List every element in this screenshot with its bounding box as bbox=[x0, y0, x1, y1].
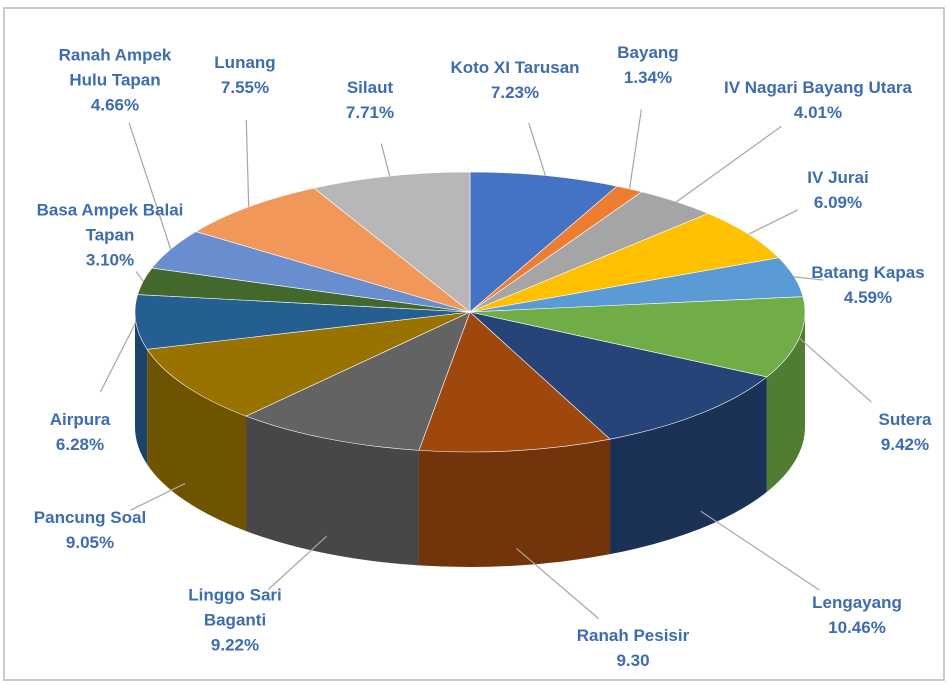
label-value: 9.22% bbox=[210, 635, 260, 655]
data-label: Basa Ampek Balai Tapan 3.10% bbox=[10, 198, 210, 273]
data-label: Lunang 7.55% bbox=[200, 50, 290, 100]
label-name: Lengayang bbox=[812, 593, 902, 612]
label-value: 7.71% bbox=[345, 103, 395, 122]
label-value: 6.09% bbox=[813, 193, 863, 212]
slice-side bbox=[147, 349, 247, 532]
label-name: Airpura bbox=[49, 410, 111, 429]
leader-line bbox=[245, 119, 250, 207]
data-label: Koto XI Tarusan 7.23% bbox=[415, 55, 615, 105]
leader-line bbox=[628, 109, 642, 189]
label-name: Pancung Soal bbox=[33, 508, 147, 527]
leader-line bbox=[99, 321, 137, 393]
label-name: IV Jurai bbox=[807, 168, 869, 187]
label-name: Bayang bbox=[617, 43, 679, 62]
data-label: Pancung Soal 9.05% bbox=[15, 505, 165, 555]
label-value: 1.34% bbox=[623, 68, 673, 87]
leader-line bbox=[528, 122, 547, 176]
label-value: 7.55% bbox=[220, 78, 270, 97]
data-label: Ranah Ampek Hulu Tapan 4.66% bbox=[45, 43, 185, 118]
leader-line bbox=[380, 143, 391, 177]
leader-line bbox=[130, 482, 186, 511]
slice-side bbox=[610, 376, 767, 555]
leader-line bbox=[267, 535, 327, 591]
leader-line bbox=[798, 337, 872, 403]
data-label: Linggo Sari Baganti 9.22% bbox=[160, 583, 310, 658]
slice-side bbox=[418, 439, 611, 567]
leader-line bbox=[135, 271, 144, 282]
data-label: Ranah Pesisir 9.30 bbox=[553, 623, 713, 673]
slice-side bbox=[135, 312, 148, 465]
leader-line bbox=[676, 125, 782, 203]
leader-line bbox=[794, 276, 824, 281]
label-value: 6.28% bbox=[55, 435, 105, 454]
label-value: 9.30 bbox=[616, 651, 650, 670]
frame bbox=[3, 7, 945, 681]
label-value: 4.01% bbox=[793, 103, 843, 122]
slice bbox=[469, 296, 806, 378]
leader-line bbox=[748, 209, 798, 235]
data-label: IV Nagari Bayang Utara 4.01% bbox=[718, 75, 918, 125]
label-value: 10.46% bbox=[828, 618, 886, 637]
label-name: Basa Ampek Balai Tapan bbox=[36, 200, 184, 245]
data-label: IV Jurai 6.09% bbox=[783, 165, 893, 215]
label-name: Ranah Ampek Hulu Tapan bbox=[58, 45, 172, 90]
data-label: Lengayang 10.46% bbox=[792, 590, 922, 640]
slice bbox=[146, 311, 471, 417]
label-value: 7.23% bbox=[490, 83, 540, 102]
data-label: Bayang 1.34% bbox=[603, 40, 693, 90]
leader-line bbox=[700, 510, 820, 591]
label-name: Batang Kapas bbox=[811, 263, 925, 282]
slice bbox=[468, 311, 768, 440]
slice-side bbox=[246, 416, 419, 566]
slice bbox=[195, 187, 471, 313]
data-label: Sutera 9.42% bbox=[860, 407, 949, 457]
label-name: Koto XI Tarusan bbox=[450, 58, 580, 77]
slice bbox=[245, 311, 471, 451]
label-value: 9.05% bbox=[65, 533, 115, 552]
label-name: Lunang bbox=[214, 53, 276, 72]
slice bbox=[134, 294, 471, 350]
slice bbox=[313, 171, 471, 313]
data-label: Airpura 6.28% bbox=[35, 407, 125, 457]
label-name: Ranah Pesisir bbox=[576, 626, 690, 645]
slice-side bbox=[766, 312, 805, 492]
data-label: Silaut 7.71% bbox=[325, 75, 415, 125]
slice bbox=[469, 213, 780, 313]
label-name: Sutera bbox=[878, 410, 932, 429]
label-value: 4.66% bbox=[90, 95, 140, 115]
leader-line bbox=[516, 547, 600, 620]
label-value: 3.10% bbox=[85, 250, 135, 270]
slice bbox=[418, 311, 611, 453]
leader-line bbox=[128, 122, 172, 250]
data-label: Batang Kapas 4.59% bbox=[798, 260, 938, 310]
label-name: Linggo Sari Baganti bbox=[188, 585, 282, 630]
label-name: IV Nagari Bayang Utara bbox=[723, 78, 912, 97]
label-value: 9.42% bbox=[880, 435, 930, 454]
label-value: 4.59% bbox=[843, 288, 893, 307]
label-name: Silaut bbox=[346, 78, 394, 97]
